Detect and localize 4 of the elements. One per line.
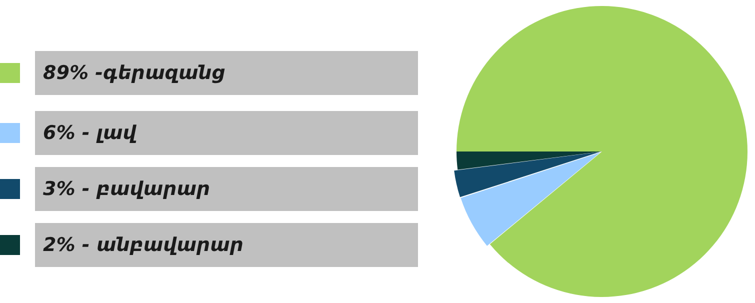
legend-label: 6% - լավ — [35, 111, 418, 155]
legend-label: 89% -գերազանց — [35, 51, 418, 95]
legend-label: 3% - բավարար — [35, 167, 418, 211]
legend-label: 2% - անբավարար — [35, 223, 418, 267]
